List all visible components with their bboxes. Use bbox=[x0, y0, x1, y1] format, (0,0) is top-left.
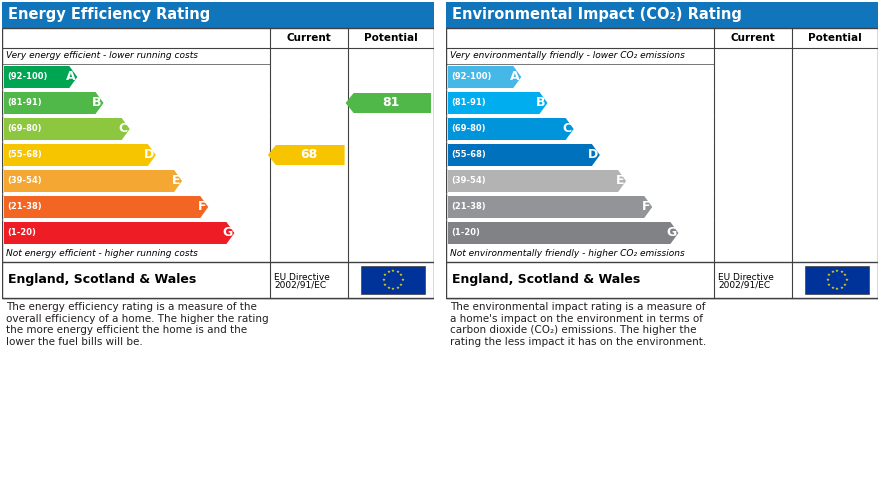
Text: ★: ★ bbox=[396, 270, 400, 274]
Bar bbox=[446, 28, 878, 298]
Bar bbox=[446, 2, 878, 28]
Text: (55-68): (55-68) bbox=[7, 150, 41, 160]
Text: ★: ★ bbox=[391, 269, 395, 273]
Text: ★: ★ bbox=[396, 286, 400, 290]
Text: ★: ★ bbox=[843, 282, 847, 286]
Text: ★: ★ bbox=[835, 269, 839, 273]
Text: Environmental Impact (CO₂) Rating: Environmental Impact (CO₂) Rating bbox=[452, 7, 742, 23]
Text: ★: ★ bbox=[827, 274, 831, 278]
Text: ★: ★ bbox=[386, 270, 390, 274]
Text: B: B bbox=[92, 97, 101, 109]
Text: C: C bbox=[119, 122, 128, 136]
Text: F: F bbox=[642, 201, 650, 213]
Bar bbox=[804, 266, 869, 294]
Polygon shape bbox=[448, 118, 574, 140]
Text: D: D bbox=[143, 148, 154, 162]
Text: (69-80): (69-80) bbox=[451, 125, 486, 134]
Text: D: D bbox=[588, 148, 598, 162]
Text: F: F bbox=[198, 201, 206, 213]
Text: ★: ★ bbox=[831, 270, 834, 274]
Polygon shape bbox=[4, 144, 156, 166]
Text: Current: Current bbox=[286, 33, 331, 43]
Text: ★: ★ bbox=[825, 278, 830, 282]
Text: (55-68): (55-68) bbox=[451, 150, 486, 160]
Text: Potential: Potential bbox=[364, 33, 418, 43]
Text: Not energy efficient - higher running costs: Not energy efficient - higher running co… bbox=[6, 249, 198, 258]
Text: Potential: Potential bbox=[808, 33, 862, 43]
Text: England, Scotland & Wales: England, Scotland & Wales bbox=[452, 274, 641, 286]
Text: ★: ★ bbox=[383, 282, 387, 286]
Text: (21-38): (21-38) bbox=[451, 203, 486, 211]
Polygon shape bbox=[4, 118, 129, 140]
Bar bbox=[361, 266, 425, 294]
Polygon shape bbox=[4, 92, 104, 114]
Text: (21-38): (21-38) bbox=[7, 203, 41, 211]
Text: (92-100): (92-100) bbox=[451, 72, 491, 81]
Text: England, Scotland & Wales: England, Scotland & Wales bbox=[8, 274, 196, 286]
Text: ★: ★ bbox=[835, 287, 839, 291]
Text: B: B bbox=[536, 97, 546, 109]
Text: E: E bbox=[615, 175, 624, 187]
Bar bbox=[2, 2, 434, 28]
Text: Very energy efficient - lower running costs: Very energy efficient - lower running co… bbox=[6, 51, 198, 61]
Text: EU Directive: EU Directive bbox=[275, 273, 330, 282]
Text: ★: ★ bbox=[840, 270, 844, 274]
Text: 81: 81 bbox=[383, 97, 400, 109]
Text: Not environmentally friendly - higher CO₂ emissions: Not environmentally friendly - higher CO… bbox=[450, 249, 685, 258]
Polygon shape bbox=[448, 144, 600, 166]
Bar bbox=[2, 28, 434, 298]
Text: (39-54): (39-54) bbox=[7, 176, 41, 185]
Text: G: G bbox=[666, 226, 677, 240]
Text: E: E bbox=[172, 175, 180, 187]
Text: ★: ★ bbox=[840, 286, 844, 290]
Polygon shape bbox=[4, 66, 77, 88]
Text: 2002/91/EC: 2002/91/EC bbox=[275, 281, 326, 289]
Text: ★: ★ bbox=[391, 287, 395, 291]
Text: 2002/91/EC: 2002/91/EC bbox=[718, 281, 770, 289]
Polygon shape bbox=[4, 222, 234, 244]
Text: ★: ★ bbox=[383, 274, 387, 278]
Text: ★: ★ bbox=[386, 286, 390, 290]
Polygon shape bbox=[4, 170, 182, 192]
Text: The energy efficiency rating is a measure of the
overall efficiency of a home. T: The energy efficiency rating is a measur… bbox=[6, 302, 268, 347]
Text: A: A bbox=[510, 70, 519, 83]
Text: (81-91): (81-91) bbox=[7, 99, 41, 107]
Polygon shape bbox=[346, 93, 431, 113]
Text: ★: ★ bbox=[827, 282, 831, 286]
Polygon shape bbox=[268, 145, 345, 165]
Text: A: A bbox=[66, 70, 76, 83]
Text: EU Directive: EU Directive bbox=[718, 273, 774, 282]
Text: ★: ★ bbox=[843, 274, 847, 278]
Polygon shape bbox=[448, 222, 678, 244]
Text: Very environmentally friendly - lower CO₂ emissions: Very environmentally friendly - lower CO… bbox=[450, 51, 685, 61]
Text: ★: ★ bbox=[399, 274, 403, 278]
Polygon shape bbox=[448, 196, 652, 218]
Polygon shape bbox=[4, 196, 209, 218]
Text: Energy Efficiency Rating: Energy Efficiency Rating bbox=[8, 7, 210, 23]
Text: (39-54): (39-54) bbox=[451, 176, 486, 185]
Bar bbox=[2, 262, 434, 298]
Text: ★: ★ bbox=[382, 278, 385, 282]
Text: Current: Current bbox=[730, 33, 775, 43]
Bar bbox=[446, 262, 878, 298]
Text: 68: 68 bbox=[301, 148, 318, 162]
Text: (81-91): (81-91) bbox=[451, 99, 486, 107]
Polygon shape bbox=[448, 170, 626, 192]
Text: ★: ★ bbox=[399, 282, 403, 286]
Text: (92-100): (92-100) bbox=[7, 72, 48, 81]
Text: G: G bbox=[222, 226, 232, 240]
Text: ★: ★ bbox=[400, 278, 404, 282]
Text: ★: ★ bbox=[831, 286, 834, 290]
Text: ★: ★ bbox=[844, 278, 848, 282]
Text: C: C bbox=[562, 122, 572, 136]
Text: (69-80): (69-80) bbox=[7, 125, 41, 134]
Text: (1-20): (1-20) bbox=[7, 228, 36, 238]
Polygon shape bbox=[448, 92, 547, 114]
Polygon shape bbox=[448, 66, 521, 88]
Text: (1-20): (1-20) bbox=[451, 228, 480, 238]
Text: The environmental impact rating is a measure of
a home's impact on the environme: The environmental impact rating is a mea… bbox=[450, 302, 707, 347]
